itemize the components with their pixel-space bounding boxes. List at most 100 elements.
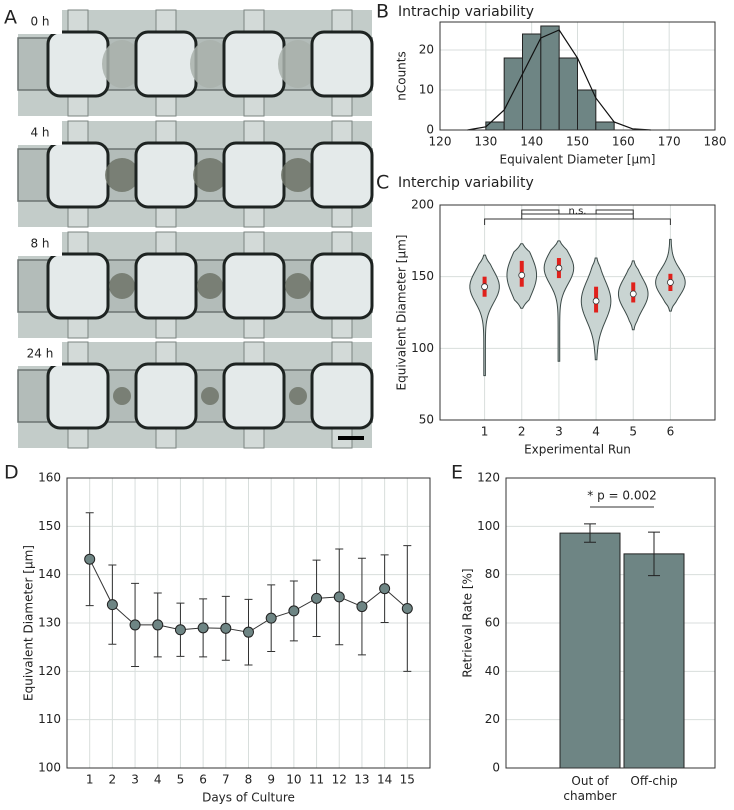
x-tick-label: 170 <box>658 135 681 149</box>
y-tick-label: 60 <box>485 616 500 630</box>
pillar <box>134 141 198 209</box>
x-tick-label: 180 <box>704 135 727 149</box>
median-dot <box>629 290 637 298</box>
histogram-bar <box>577 89 597 131</box>
data-point <box>243 626 254 638</box>
data-point <box>197 622 209 634</box>
x-tick-label: 160 <box>612 135 635 149</box>
y-tick-label: 100 <box>38 761 61 775</box>
fit-curve <box>467 29 651 131</box>
median-dot <box>592 297 600 305</box>
median-dot <box>667 278 674 286</box>
y-tick-label: 0 <box>492 761 500 775</box>
timepoint-label: 0 h <box>30 15 49 29</box>
pillar <box>46 30 110 98</box>
x-tick-label: 14 <box>377 773 392 787</box>
data-point <box>311 592 323 604</box>
pillar <box>134 30 198 98</box>
label-bg <box>18 342 62 366</box>
pillar <box>310 252 374 320</box>
panel-letter: C <box>376 172 389 194</box>
x-tick-label: 6 <box>199 773 207 787</box>
panel-letter: A <box>4 7 17 29</box>
micrograph: 0 h <box>17 9 374 117</box>
data-point <box>129 619 141 631</box>
x-tick-label: 2 <box>109 773 117 787</box>
bar <box>623 553 685 769</box>
cell-cluster <box>281 158 315 192</box>
x-axis-label: Equivalent Diameter [µm] <box>500 153 656 167</box>
x-axis-label: Days of Culture <box>202 791 295 805</box>
x-tick-label: 8 <box>245 773 253 787</box>
y-tick-label: 100 <box>477 519 500 533</box>
x-tick-label-box: Out of chamber <box>563 774 616 803</box>
micrograph: 24 h <box>17 341 374 449</box>
y-tick-label: 140 <box>38 567 61 581</box>
x-tick-label: 13 <box>354 773 369 787</box>
data-point <box>333 591 345 603</box>
plot-frame <box>439 204 716 421</box>
y-tick-label: 0 <box>426 123 434 137</box>
cell-cluster <box>197 273 223 299</box>
x-tick-label: 9 <box>267 773 275 787</box>
data-point <box>152 619 164 631</box>
x-tick-label: 2 <box>518 425 526 439</box>
median-dot <box>481 283 488 291</box>
pillar <box>310 362 374 430</box>
timepoint-label: 8 h <box>30 237 49 251</box>
data-point <box>265 612 277 624</box>
x-tick-label: 3 <box>555 425 563 439</box>
cell-cluster <box>113 387 131 405</box>
pillar <box>222 141 286 209</box>
panel-letter: E <box>451 462 463 484</box>
label-bg <box>18 10 62 34</box>
chart-title: Interchip variability <box>398 175 534 191</box>
significance-bracket <box>521 209 560 214</box>
significance-bracket <box>595 209 634 214</box>
y-tick-label: 100 <box>411 341 434 355</box>
micrograph: 4 h <box>17 120 374 228</box>
y-tick-label: 20 <box>485 712 500 726</box>
error-bar <box>648 531 660 577</box>
x-axis-label: Experimental Run <box>524 443 631 457</box>
x-tick-label: 5 <box>177 773 185 787</box>
data-point <box>174 624 186 636</box>
x-tick-label: 3 <box>131 773 139 787</box>
x-tick-label: 140 <box>520 135 543 149</box>
panel-letter: D <box>4 462 19 484</box>
significance-label: n.s. <box>569 206 587 217</box>
y-axis-label: nCounts <box>395 51 409 101</box>
y-tick-label: 120 <box>38 664 61 678</box>
data-point <box>84 553 96 565</box>
x-tick-label: 4 <box>154 773 162 787</box>
micrograph: 8 h <box>17 231 374 339</box>
pillar <box>310 30 374 98</box>
label-bg <box>18 121 62 145</box>
y-tick-label: 80 <box>485 567 500 581</box>
x-tick-label: 5 <box>629 425 637 439</box>
panel-letter: B <box>376 1 389 23</box>
label-bg <box>18 232 62 256</box>
violin <box>543 240 575 362</box>
pillar <box>222 362 286 430</box>
y-tick-label: 10 <box>419 83 434 97</box>
timepoint-label: 24 h <box>27 347 54 361</box>
plot-frame <box>439 21 716 131</box>
pillar <box>46 362 110 430</box>
pillar <box>46 141 110 209</box>
y-tick-label: 130 <box>38 616 61 630</box>
x-tick-label: 120 <box>429 135 452 149</box>
pillar <box>134 362 198 430</box>
violin <box>469 254 500 377</box>
pillar <box>222 30 286 98</box>
pillar <box>134 252 198 320</box>
pillar <box>46 252 110 320</box>
data-point <box>401 603 413 614</box>
x-tick-label: 15 <box>400 773 415 787</box>
chart-title: Intrachip variability <box>398 4 534 20</box>
pillar <box>310 141 374 209</box>
cell-cluster <box>201 387 219 405</box>
data-point <box>356 601 368 613</box>
cell-cluster <box>285 273 311 299</box>
